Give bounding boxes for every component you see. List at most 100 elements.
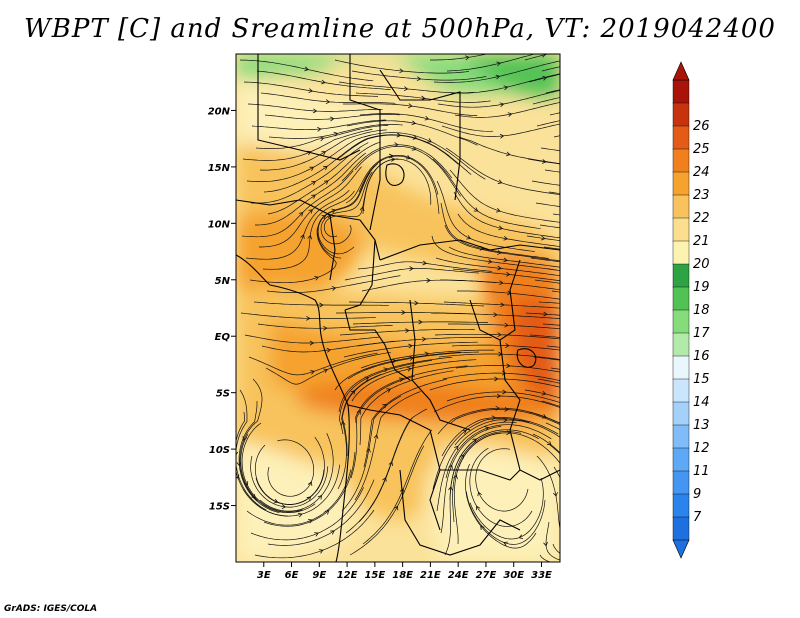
streamline-arrow	[251, 494, 256, 499]
streamline	[530, 257, 560, 263]
streamline-arrow	[388, 153, 394, 159]
border-line	[344, 309, 411, 381]
colorbar-label: 12	[693, 441, 710, 456]
border-line	[409, 299, 471, 431]
green-region-northeast	[460, 54, 560, 97]
streamline	[548, 191, 560, 194]
streamline-arrow	[356, 409, 361, 415]
streamline-arrow	[330, 530, 335, 535]
streamline-arrow	[414, 300, 419, 306]
streamline	[246, 469, 352, 526]
streamline-arrow	[497, 250, 502, 255]
streamline-arrow	[399, 68, 404, 74]
map-frame	[235, 53, 561, 563]
streamline	[238, 401, 280, 513]
streamline-arrow	[546, 440, 552, 446]
streamline-arrow	[411, 120, 417, 126]
streamline	[337, 373, 382, 490]
streamline-arrow	[307, 481, 313, 487]
streamline	[256, 70, 391, 90]
streamline	[359, 113, 494, 132]
streamline-arrow	[499, 102, 505, 107]
colorbar-swatch	[672, 516, 690, 541]
streamline-arrow	[323, 368, 329, 374]
streamline	[243, 81, 379, 97]
streamline	[347, 351, 479, 380]
streamline	[241, 170, 354, 238]
streamline	[259, 129, 387, 171]
colorbar-swatch	[672, 263, 690, 288]
streamline	[244, 334, 380, 344]
streamline-arrow	[321, 214, 327, 220]
streamline	[245, 189, 350, 260]
streamline	[359, 370, 454, 446]
streamline	[444, 433, 486, 556]
streamline-arrow	[391, 358, 397, 364]
streamline	[241, 422, 303, 513]
streamline-arrow	[416, 76, 422, 82]
streamline	[435, 257, 560, 276]
streamline-arrow	[466, 235, 472, 240]
streamline-arrow	[453, 474, 458, 480]
streamline	[542, 323, 560, 326]
colorbar-label: 23	[693, 188, 710, 203]
streamline-arrow	[323, 165, 328, 171]
streamline-arrow	[553, 492, 558, 497]
colorbar-swatch	[672, 332, 690, 357]
colorbar-arrow-high	[672, 61, 690, 81]
streamline	[524, 54, 550, 61]
streamline-arrow	[518, 534, 524, 540]
streamline-arrow	[312, 108, 318, 114]
colorbar-label: 7	[693, 510, 702, 525]
streamline-arrow	[307, 234, 313, 240]
streamline-arrow	[298, 211, 304, 217]
wbpt-shading	[236, 54, 560, 562]
streamline-arrow	[321, 79, 326, 85]
streamline	[437, 90, 560, 108]
x-tick-label: 15E	[364, 570, 385, 581]
streamline-arrow	[317, 126, 322, 132]
pale-region-south	[236, 440, 353, 562]
streamline-arrow	[309, 166, 315, 171]
colorbar-label: 18	[693, 303, 710, 318]
colorbar-swatch	[672, 194, 690, 219]
streamline-arrow	[496, 61, 502, 67]
streamline-arrow	[497, 265, 502, 271]
x-tick-label: 18E	[392, 570, 413, 581]
streamline	[529, 334, 560, 338]
streamline	[549, 112, 560, 116]
streamline-arrow	[499, 133, 505, 139]
colorbar-label: 25	[693, 142, 710, 157]
streamline	[323, 158, 399, 238]
border-line	[440, 469, 560, 481]
streamline-arrow	[497, 179, 503, 185]
streamline-arrow	[412, 135, 418, 140]
streamline	[357, 261, 492, 272]
colorbar-label: 21	[693, 234, 710, 249]
streamline-arrow	[403, 86, 409, 92]
streamline-arrow	[540, 235, 546, 241]
colorbar-swatch	[672, 309, 690, 334]
streamline	[354, 145, 461, 197]
streamline	[257, 323, 393, 329]
streamline	[338, 360, 433, 435]
colorbar-swatch	[672, 148, 690, 173]
streamline-arrow	[427, 138, 432, 143]
streamline-arrow	[454, 445, 459, 451]
streamline	[236, 389, 267, 511]
border-line	[379, 69, 461, 201]
streamline-arrow	[386, 388, 392, 393]
streamline-arrow	[405, 154, 411, 160]
streamline	[538, 301, 560, 304]
streamline	[543, 246, 560, 250]
streamline	[251, 119, 387, 131]
streamline	[338, 81, 474, 94]
streamline-arrow	[501, 370, 507, 376]
streamline-arrow	[330, 116, 335, 122]
streamline-arrow	[504, 322, 509, 328]
colorbar-swatch	[672, 378, 690, 403]
lake-outline	[516, 348, 537, 368]
streamline	[240, 433, 316, 514]
streamline	[246, 134, 371, 182]
streamline-arrow	[314, 276, 320, 281]
